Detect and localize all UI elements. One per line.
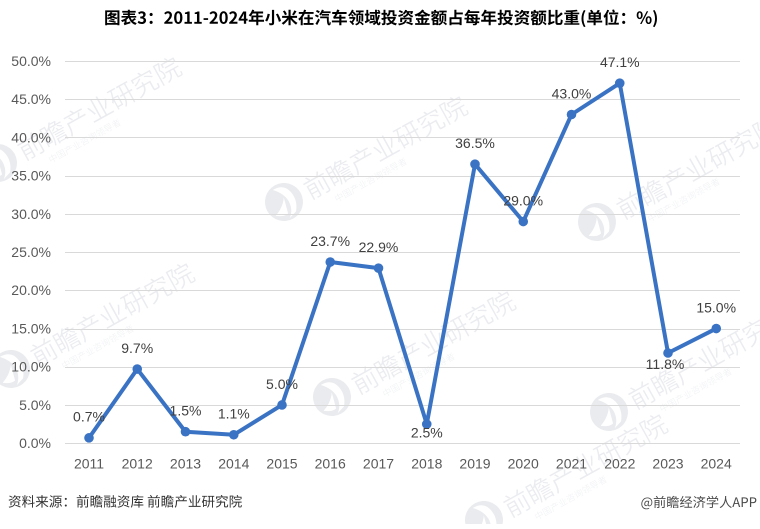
svg-text:30.0%: 30.0% bbox=[11, 206, 51, 222]
svg-text:11.8%: 11.8% bbox=[646, 356, 685, 372]
svg-text:20.0%: 20.0% bbox=[11, 282, 51, 298]
svg-text:2021: 2021 bbox=[556, 456, 587, 472]
svg-text:2017: 2017 bbox=[363, 456, 394, 472]
svg-text:35.0%: 35.0% bbox=[11, 168, 51, 184]
svg-text:45.0%: 45.0% bbox=[11, 91, 51, 107]
svg-text:5.0%: 5.0% bbox=[19, 397, 51, 413]
svg-text:47.1%: 47.1% bbox=[600, 54, 640, 70]
svg-text:1.5%: 1.5% bbox=[170, 403, 202, 419]
svg-text:15.0%: 15.0% bbox=[696, 299, 736, 315]
svg-text:40.0%: 40.0% bbox=[11, 129, 51, 145]
svg-text:2015: 2015 bbox=[266, 456, 297, 472]
svg-text:10.0%: 10.0% bbox=[11, 359, 51, 375]
svg-text:2022: 2022 bbox=[604, 456, 635, 472]
svg-text:29.0%: 29.0% bbox=[503, 192, 543, 208]
svg-text:2018: 2018 bbox=[411, 456, 442, 472]
svg-text:15.0%: 15.0% bbox=[11, 320, 51, 336]
svg-text:1.1%: 1.1% bbox=[218, 406, 250, 422]
svg-text:2011: 2011 bbox=[74, 456, 104, 472]
svg-text:2023: 2023 bbox=[652, 456, 683, 472]
svg-text:36.5%: 36.5% bbox=[455, 135, 495, 151]
svg-text:2013: 2013 bbox=[170, 456, 201, 472]
svg-text:9.7%: 9.7% bbox=[121, 340, 153, 356]
svg-text:0.0%: 0.0% bbox=[19, 435, 51, 451]
svg-text:50.0%: 50.0% bbox=[11, 53, 51, 69]
svg-text:25.0%: 25.0% bbox=[11, 244, 51, 260]
svg-text:2014: 2014 bbox=[218, 456, 249, 472]
svg-text:2012: 2012 bbox=[122, 456, 153, 472]
svg-text:0.7%: 0.7% bbox=[73, 409, 105, 425]
svg-text:5.0%: 5.0% bbox=[266, 376, 298, 392]
svg-text:2019: 2019 bbox=[459, 456, 490, 472]
svg-text:22.9%: 22.9% bbox=[359, 239, 399, 255]
svg-text:23.7%: 23.7% bbox=[310, 233, 350, 249]
svg-text:2020: 2020 bbox=[508, 456, 539, 472]
svg-text:2024: 2024 bbox=[701, 456, 732, 472]
svg-text:43.0%: 43.0% bbox=[552, 85, 592, 101]
svg-text:2.5%: 2.5% bbox=[411, 425, 443, 441]
svg-text:2016: 2016 bbox=[315, 456, 346, 472]
